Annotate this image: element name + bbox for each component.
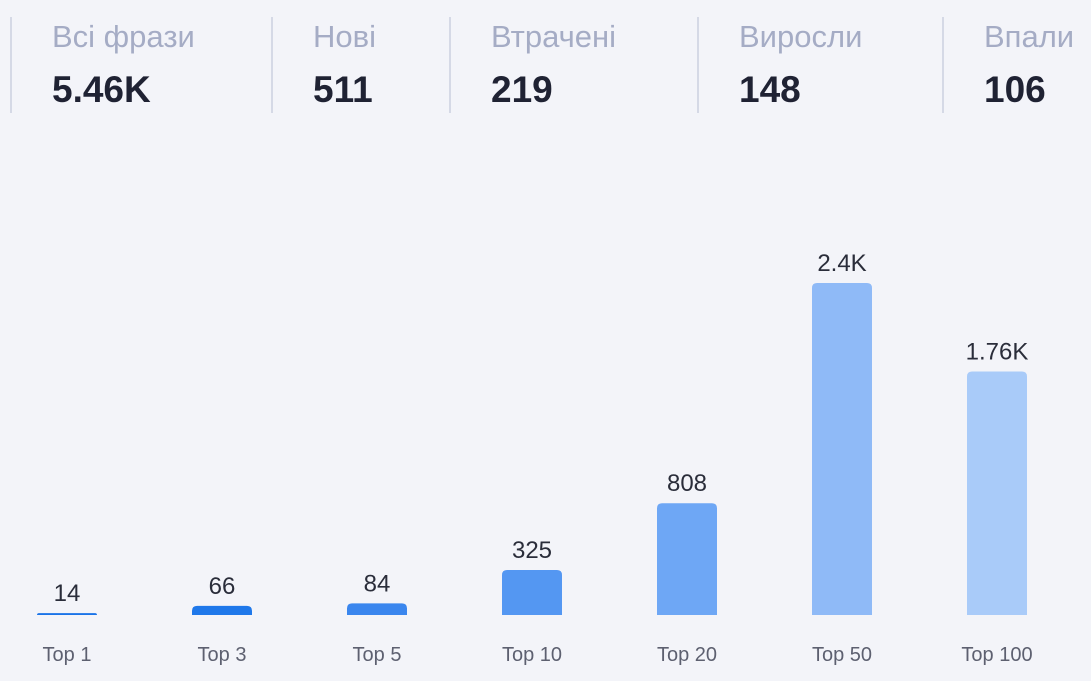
bar — [812, 283, 872, 615]
x-tick-label: Top 1 — [43, 644, 92, 666]
value-label: 84 — [364, 570, 391, 597]
x-tick-label: Top 50 — [812, 644, 872, 666]
stat-label: Всі фрази — [52, 19, 195, 54]
x-tick-label: Top 20 — [657, 644, 717, 666]
value-label: 14 — [54, 580, 81, 607]
bar — [502, 570, 562, 615]
stat-label: Виросли — [739, 19, 863, 54]
stat-label: Нові — [313, 19, 376, 54]
bar — [192, 605, 252, 615]
stat-value: 148 — [739, 69, 801, 110]
bar — [657, 503, 717, 615]
stat: Виросли 148 — [697, 17, 862, 113]
value-label: 325 — [512, 537, 552, 564]
stat-label: Впали — [984, 19, 1075, 54]
stat: Впали 106 — [942, 17, 1074, 113]
x-tick-label: Top 100 — [961, 644, 1032, 666]
stat: Всі фрази 5.46K — [10, 17, 195, 113]
stat-value: 106 — [984, 69, 1046, 110]
bar — [347, 603, 407, 615]
bar — [967, 371, 1027, 615]
stat-value: 511 — [313, 69, 373, 110]
bar — [37, 613, 97, 615]
stat-label: Втрачені — [491, 19, 617, 54]
stat-value: 5.46K — [52, 69, 151, 110]
stat: Втрачені 219 — [449, 17, 616, 113]
value-label: 66 — [209, 573, 236, 600]
value-label: 1.76K — [966, 339, 1029, 366]
stat-value: 219 — [491, 69, 553, 110]
x-tick-label: Top 5 — [353, 644, 402, 666]
value-label: 2.4K — [817, 250, 866, 277]
value-label: 808 — [667, 470, 707, 497]
x-tick-label: Top 10 — [502, 644, 562, 666]
x-tick-label: Top 3 — [198, 644, 247, 666]
stat: Нові 511 — [271, 17, 376, 113]
